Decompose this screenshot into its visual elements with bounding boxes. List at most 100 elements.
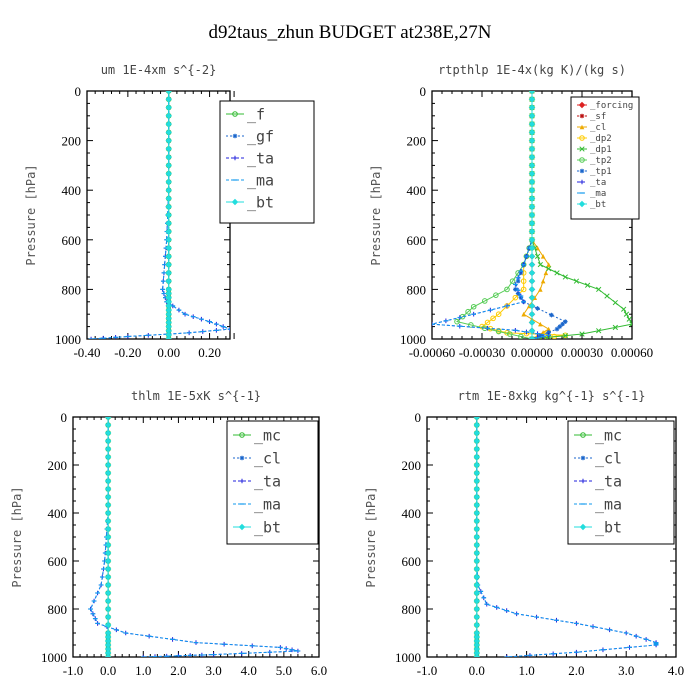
data-point bbox=[104, 573, 112, 581]
legend-marker bbox=[580, 478, 586, 484]
data-point bbox=[528, 195, 536, 202]
legend-item: _ta bbox=[233, 472, 281, 490]
x-tick-label: -0.40 bbox=[73, 345, 100, 360]
data-point bbox=[165, 186, 172, 194]
data-point bbox=[165, 294, 172, 301]
data-point bbox=[538, 321, 543, 327]
data-point bbox=[540, 330, 546, 335]
data-point bbox=[104, 417, 112, 421]
data-point bbox=[579, 331, 585, 337]
legend-marker bbox=[578, 101, 586, 109]
data-point bbox=[473, 649, 481, 657]
panel-title: um 1E-4xm s^{-2} bbox=[101, 63, 217, 77]
legend-label: _cl bbox=[590, 123, 606, 133]
x-tick-label: 0.00 bbox=[157, 345, 180, 360]
y-axis-label: Pressure [hPa] bbox=[369, 164, 383, 265]
legend-marker bbox=[232, 111, 238, 117]
legend-label: _dp1 bbox=[590, 145, 612, 155]
plot-area bbox=[432, 91, 632, 339]
data-point bbox=[528, 302, 536, 310]
data-point bbox=[104, 649, 112, 657]
data-point bbox=[473, 485, 481, 493]
legend-marker bbox=[239, 432, 245, 438]
data-point bbox=[104, 421, 112, 429]
figure-title: d92taus_zhun BUDGET at238E,27N bbox=[208, 22, 491, 43]
data-point bbox=[493, 292, 499, 298]
x-tick-label: -0.00030 bbox=[459, 345, 506, 360]
series-line bbox=[455, 91, 533, 339]
data-point bbox=[165, 96, 172, 103]
legend: _f _gf _ta _ma _bt bbox=[219, 100, 315, 224]
data-point bbox=[473, 445, 481, 453]
data-point bbox=[518, 333, 524, 339]
chart-panel-4: rtm 1E-8xkg kg^{-1} s^{-1} Pressure [hPa]… bbox=[364, 389, 684, 678]
data-point bbox=[528, 310, 536, 318]
series-line bbox=[91, 91, 230, 339]
data-point bbox=[473, 613, 481, 621]
legend-item: _ma bbox=[226, 171, 274, 189]
x-tick-label: 2.0 bbox=[568, 663, 584, 678]
data-point bbox=[473, 417, 481, 421]
series-ma bbox=[88, 91, 230, 339]
legend-marker bbox=[232, 155, 238, 161]
data-point bbox=[165, 195, 172, 202]
legend-marker bbox=[239, 478, 245, 484]
legend-label: _bt bbox=[254, 518, 281, 536]
data-point bbox=[549, 312, 554, 318]
data-point bbox=[528, 228, 536, 235]
data-point bbox=[554, 270, 560, 276]
data-point bbox=[473, 477, 481, 485]
legend-label: _ta bbox=[595, 472, 622, 490]
data-point bbox=[528, 253, 536, 260]
data-point bbox=[528, 145, 536, 153]
y-tick-label: 200 bbox=[48, 458, 68, 473]
data-point bbox=[104, 557, 112, 565]
series-bt bbox=[104, 417, 112, 657]
data-point bbox=[473, 469, 481, 477]
legend-item: _forcing bbox=[577, 101, 633, 111]
data-point bbox=[454, 318, 460, 325]
data-point bbox=[473, 493, 481, 501]
data-point bbox=[473, 453, 481, 461]
data-point bbox=[473, 637, 481, 645]
data-point bbox=[528, 236, 536, 244]
data-point bbox=[165, 203, 172, 210]
data-point bbox=[563, 319, 568, 324]
series-line bbox=[522, 91, 550, 339]
y-tick-label: 200 bbox=[62, 134, 82, 149]
data-point bbox=[557, 324, 563, 329]
data-point bbox=[528, 162, 536, 169]
legend: _forcing_sf_cl_dp2_dp1_tp2_tp1_ta_ma_bt bbox=[570, 96, 640, 220]
y-tick-label: 800 bbox=[402, 602, 422, 617]
x-tick-label: 4.0 bbox=[241, 663, 257, 678]
data-point bbox=[528, 286, 536, 293]
data-point bbox=[165, 236, 172, 244]
data-point bbox=[473, 605, 481, 613]
y-axis-label: Pressure [hPa] bbox=[24, 164, 38, 265]
data-point bbox=[528, 203, 536, 210]
data-point bbox=[165, 91, 172, 95]
panel-title: rtpthlp 1E-4x(kg K)/(kg s) bbox=[438, 63, 626, 77]
data-point bbox=[165, 153, 172, 161]
panel-title: thlm 1E-5xK s^{-1} bbox=[131, 389, 261, 403]
x-tick-label: 5.0 bbox=[276, 663, 292, 678]
data-point bbox=[473, 541, 481, 549]
legend-label: _sf bbox=[590, 112, 606, 122]
series-ta bbox=[88, 91, 230, 339]
x-tick-label: 3.0 bbox=[618, 663, 634, 678]
data-point bbox=[528, 211, 536, 219]
legend-label: _ta bbox=[247, 149, 274, 167]
data-point bbox=[521, 311, 526, 317]
data-point bbox=[104, 437, 112, 445]
y-tick-label: 400 bbox=[62, 183, 82, 198]
legend-label: _bt bbox=[595, 518, 622, 536]
legend-marker bbox=[579, 135, 585, 141]
data-point bbox=[528, 170, 536, 177]
data-point bbox=[528, 178, 536, 186]
chart-panel-1: um 1E-4xm s^{-2} Pressure [hPa] 0 200 400 600… bbox=[24, 63, 315, 360]
legend-item: _bt bbox=[577, 200, 606, 210]
legend-marker bbox=[231, 198, 239, 206]
plot-frame bbox=[86, 90, 231, 340]
legend-marker bbox=[579, 168, 585, 174]
